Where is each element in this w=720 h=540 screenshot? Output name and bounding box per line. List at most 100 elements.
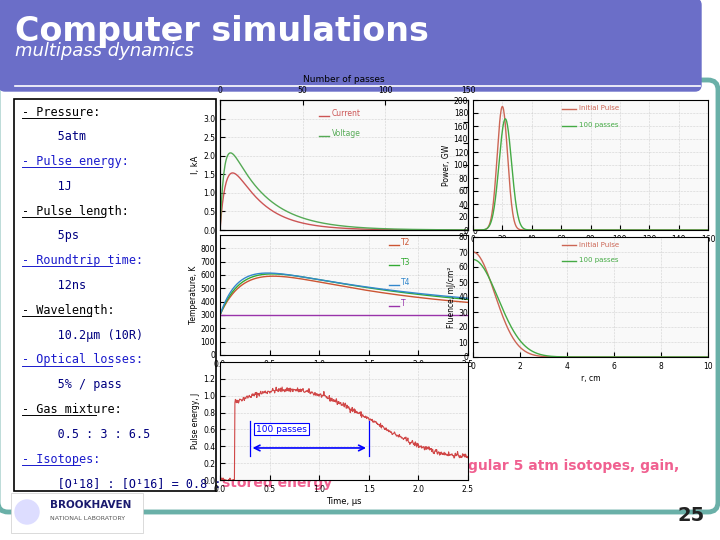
T3: [297, 274, 306, 280]
100 passes: [545, 353, 554, 359]
T3: [395, 289, 404, 295]
T2: [269, 273, 278, 279]
Line: Initial Pulse: Initial Pulse: [473, 252, 708, 357]
T4: [315, 276, 323, 283]
T4: [264, 270, 272, 276]
Text: 0.5 : 3 : 6.5: 0.5 : 3 : 6.5: [22, 428, 150, 441]
100 passes: [646, 227, 654, 233]
X-axis label: Number of passes: Number of passes: [303, 75, 384, 84]
Text: T2: T2: [401, 238, 410, 247]
T2: [372, 288, 381, 295]
T4: [216, 312, 225, 318]
T4: [464, 295, 472, 301]
X-axis label: Time, ps: Time, ps: [575, 247, 607, 255]
Text: 5ps: 5ps: [22, 230, 79, 242]
T4: [397, 288, 405, 295]
Line: T3: T3: [220, 274, 468, 315]
Initial Pulse: [639, 354, 647, 360]
Text: 5atm: 5atm: [22, 130, 86, 143]
Line: 100 passes: 100 passes: [473, 260, 708, 357]
Text: Initial Pulse: Initial Pulse: [579, 241, 619, 248]
FancyBboxPatch shape: [0, 80, 718, 512]
Initial Pulse: [626, 227, 634, 233]
T: [395, 312, 403, 318]
100 passes: [703, 354, 712, 360]
100 passes: [575, 227, 584, 233]
Initial Pulse: [469, 227, 477, 233]
Initial Pulse: [698, 227, 707, 233]
Text: 25: 25: [678, 506, 705, 525]
Text: 100 passes: 100 passes: [256, 424, 307, 434]
100 passes: [639, 354, 647, 360]
100 passes: [469, 227, 477, 233]
Text: Current: Current: [332, 109, 361, 118]
T2: [246, 277, 254, 284]
Text: 100 passes: 100 passes: [579, 122, 618, 129]
Text: - Optical losses:: - Optical losses:: [22, 354, 143, 367]
Initial Pulse: [529, 227, 538, 233]
T3: [464, 296, 472, 302]
T3: [372, 286, 381, 292]
Y-axis label: U, kV: U, kV: [490, 154, 499, 176]
Text: 1J: 1J: [22, 180, 72, 193]
Initial Pulse: [646, 227, 654, 233]
T4: [297, 273, 306, 280]
Initial Pulse: [608, 227, 616, 233]
T4: [372, 285, 381, 292]
Text: Initial Pulse: Initial Pulse: [579, 105, 619, 111]
Line: Initial Pulse: Initial Pulse: [473, 106, 708, 230]
100 passes: [639, 354, 648, 360]
X-axis label: r, cm: r, cm: [581, 374, 600, 383]
Text: - Pulse energy:: - Pulse energy:: [22, 155, 129, 168]
Initial Pulse: [639, 354, 648, 360]
Text: - Pressure:: - Pressure:: [22, 105, 100, 118]
Y-axis label: Fluence, mJ/cm²: Fluence, mJ/cm²: [446, 266, 456, 328]
Text: 5% / pass: 5% / pass: [22, 379, 122, 392]
Text: - Gas mixture:: - Gas mixture:: [22, 403, 122, 416]
Initial Pulse: [510, 220, 519, 227]
T: [297, 312, 305, 318]
T4: [246, 273, 254, 279]
T2: [395, 292, 404, 299]
T4: [395, 288, 404, 294]
Line: T2: T2: [220, 276, 468, 315]
Text: NATIONAL LABORATORY: NATIONAL LABORATORY: [50, 516, 125, 521]
Text: 100 passes: 100 passes: [579, 257, 618, 263]
Text: - Wavelength:: - Wavelength:: [22, 304, 114, 317]
FancyBboxPatch shape: [11, 493, 143, 533]
Initial Pulse: [498, 103, 507, 110]
Y-axis label: I, kA: I, kA: [192, 156, 200, 174]
T3: [315, 276, 323, 283]
100 passes: [608, 227, 616, 233]
100 passes: [510, 193, 519, 200]
100 passes: [616, 354, 625, 360]
100 passes: [497, 302, 505, 309]
Text: - Isotopes:: - Isotopes:: [22, 453, 100, 465]
T2: [464, 299, 472, 306]
T3: [216, 312, 225, 318]
Y-axis label: Power, GW: Power, GW: [442, 144, 451, 186]
Initial Pulse: [545, 354, 554, 360]
100 passes: [703, 227, 712, 233]
Text: T3: T3: [401, 258, 410, 267]
Line: 100 passes: 100 passes: [473, 119, 708, 230]
T2: [297, 276, 306, 282]
Text: - Roundtrip time:: - Roundtrip time:: [22, 254, 143, 267]
Initial Pulse: [703, 227, 712, 233]
T: [396, 312, 405, 318]
100 passes: [626, 227, 634, 233]
Text: Voltage: Voltage: [332, 130, 361, 138]
Text: multipass dynamics: multipass dynamics: [15, 42, 194, 60]
Text: Compare simulations 10 atm regular 5 atm isotopes, gain,: Compare simulations 10 atm regular 5 atm…: [222, 459, 679, 473]
T3: [397, 289, 405, 295]
T3: [246, 275, 254, 281]
T2: [315, 279, 323, 285]
Line: T4: T4: [220, 273, 468, 315]
T: [314, 312, 323, 318]
Y-axis label: Pulse energy, J: Pulse energy, J: [192, 393, 200, 449]
T3: [268, 271, 276, 277]
Circle shape: [15, 500, 39, 524]
100 passes: [562, 354, 570, 360]
100 passes: [469, 256, 477, 263]
Text: [O¹18] : [O¹16] = 0.8 :: [O¹18] : [O¹16] = 0.8 :: [22, 477, 222, 490]
